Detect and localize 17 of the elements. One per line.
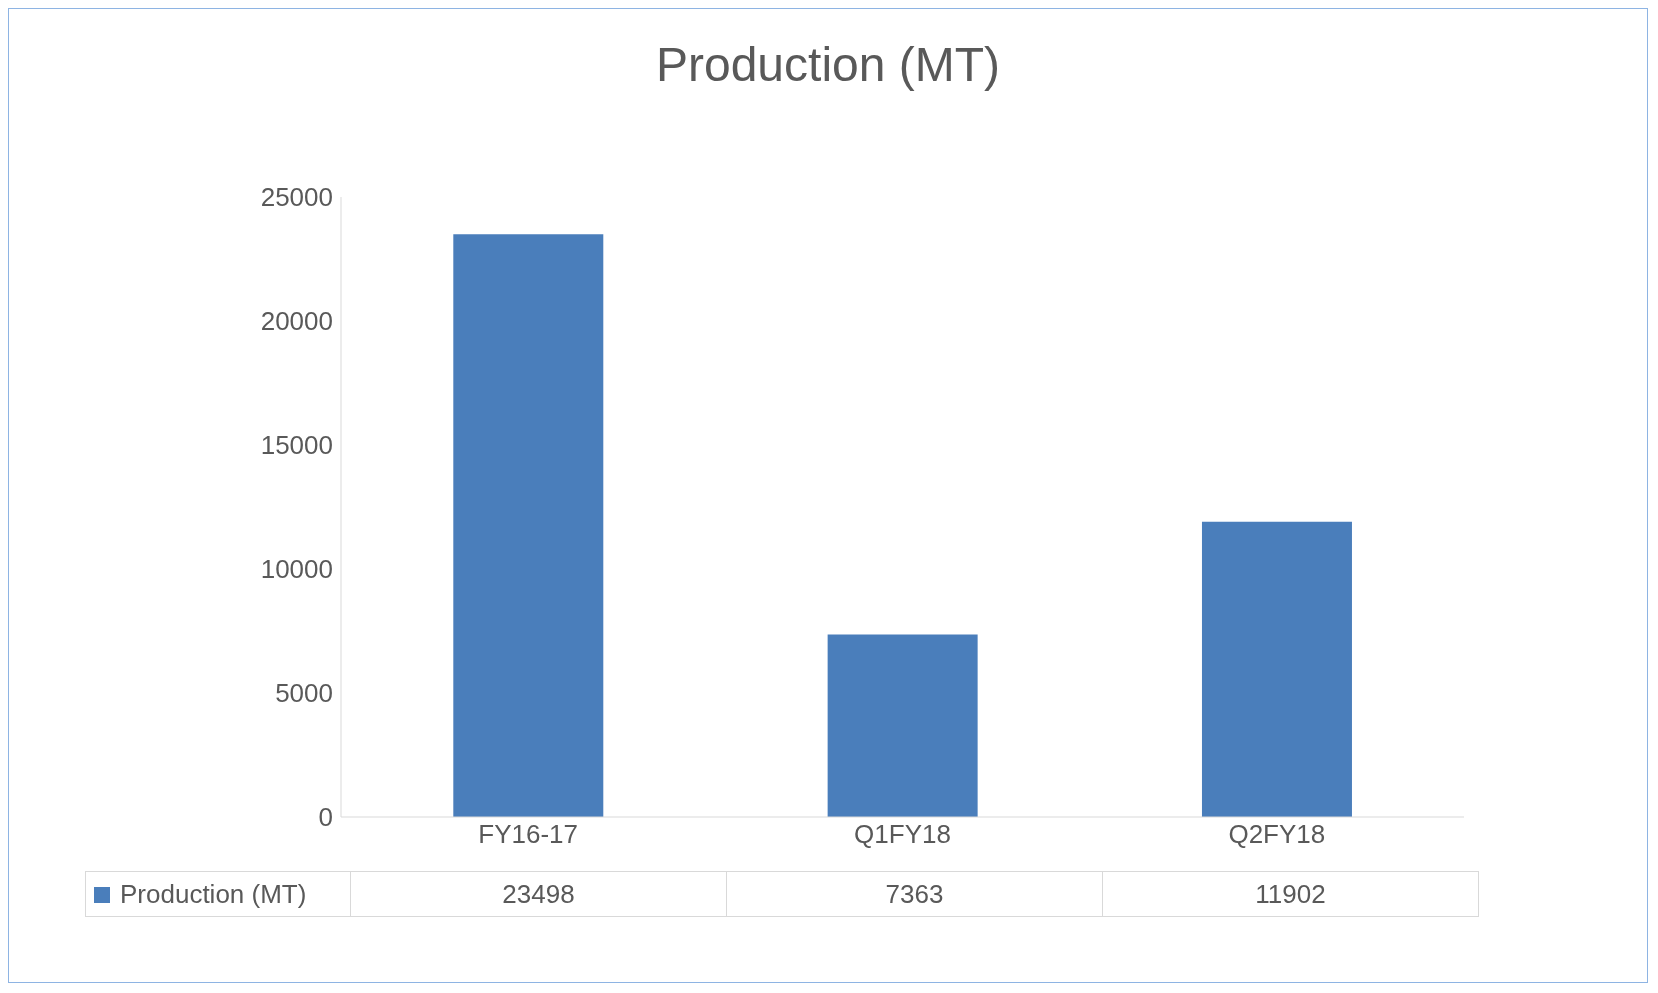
chart-title: Production (MT) xyxy=(654,37,1002,93)
y-tick-label: 20000 xyxy=(260,306,333,337)
x-tick-label: Q1FY18 xyxy=(854,819,951,850)
bar xyxy=(453,234,604,817)
data-label: 7363 xyxy=(726,871,1103,917)
bar xyxy=(1201,521,1352,817)
bar xyxy=(827,634,978,817)
y-tick-label: 5000 xyxy=(275,678,333,709)
data-label: 11902 xyxy=(1102,871,1479,917)
y-tick-label: 25000 xyxy=(260,182,333,213)
y-tick-label: 15000 xyxy=(260,430,333,461)
x-tick-label: FY16-17 xyxy=(478,819,579,850)
data-label: 23498 xyxy=(350,871,727,917)
y-tick-label: 10000 xyxy=(260,554,333,585)
y-tick-label: 0 xyxy=(318,802,333,833)
x-tick-label: Q2FY18 xyxy=(1228,819,1326,850)
legend-label: Production (MT) xyxy=(85,871,351,917)
